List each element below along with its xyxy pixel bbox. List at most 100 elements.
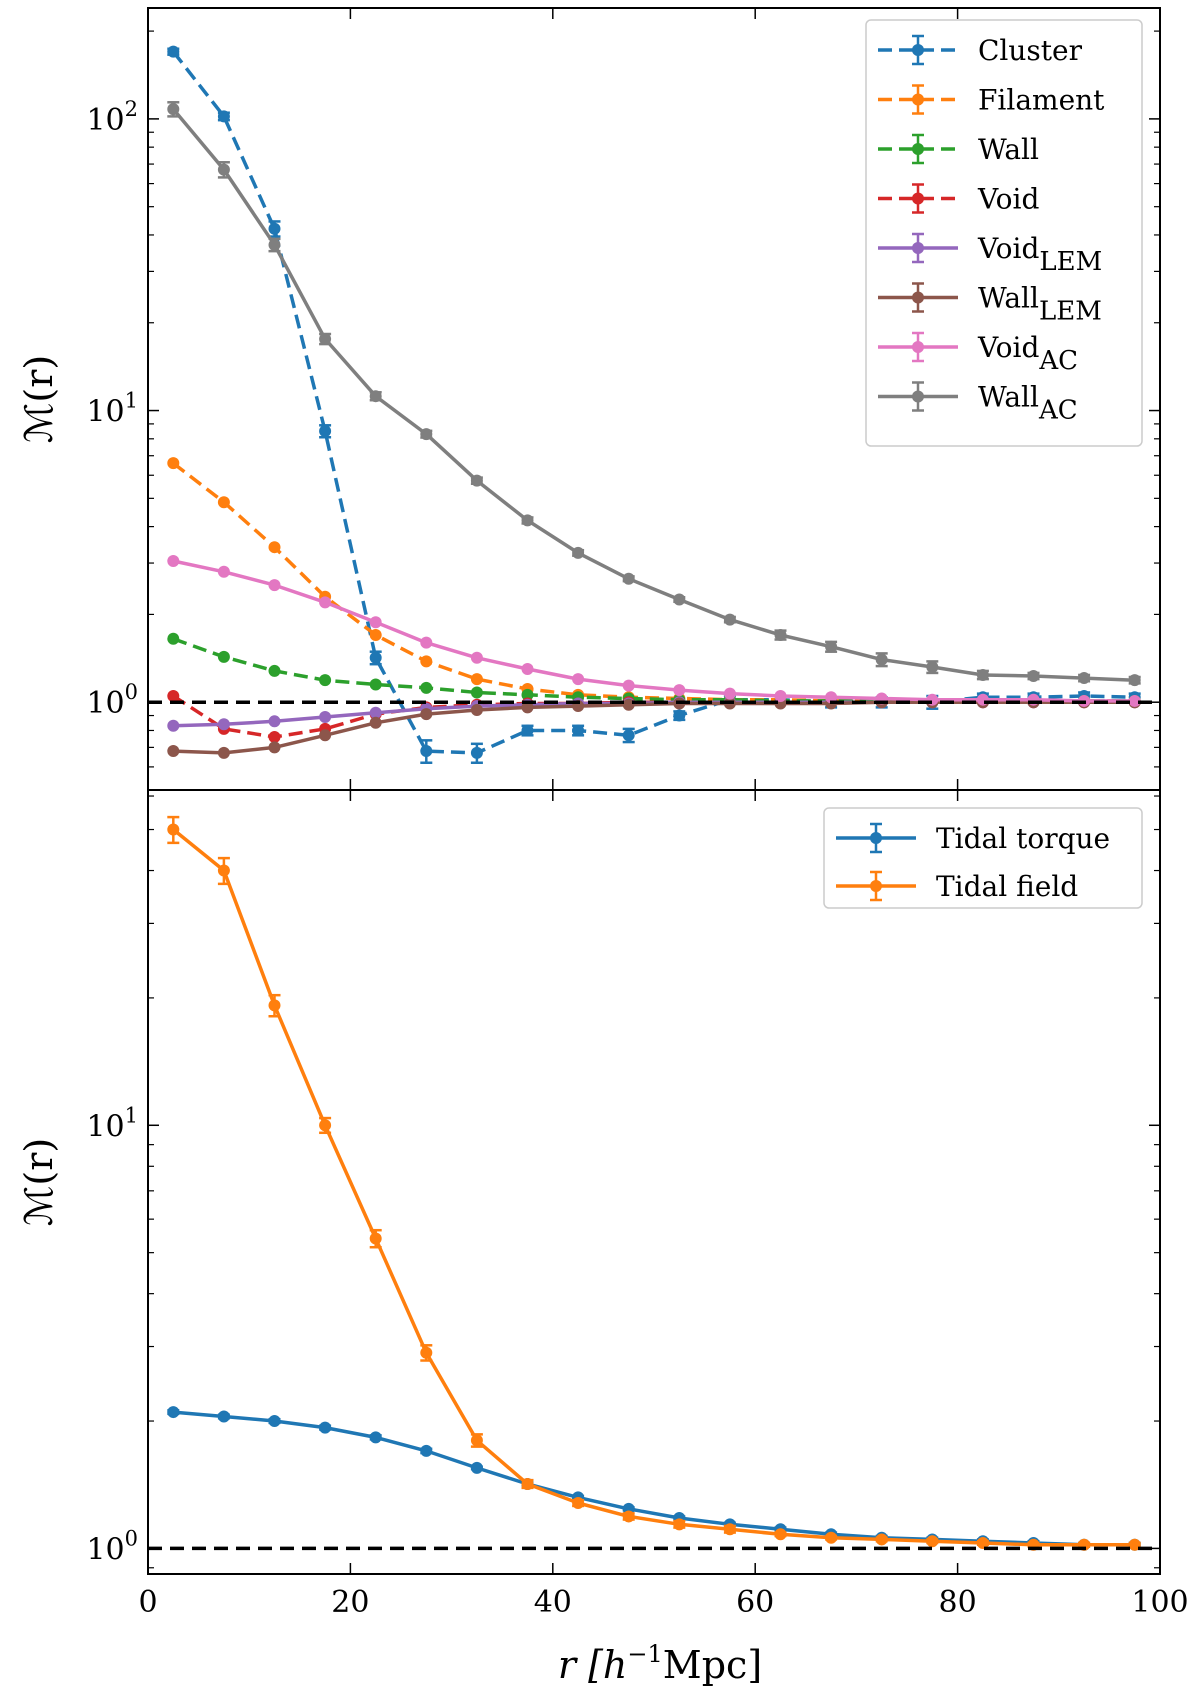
- legend-marker: [912, 291, 924, 304]
- data-point: [420, 1346, 433, 1359]
- data-point: [369, 616, 382, 629]
- data-point: [521, 701, 534, 714]
- legend-marker: [912, 143, 924, 155]
- y-axis: 100 101: [86, 1103, 1160, 1567]
- legend: Tidal torque Tidal field: [823, 807, 1143, 909]
- data-point: [268, 741, 281, 754]
- legend-label-name: Filament: [978, 84, 1105, 117]
- legend-label-name: Void: [977, 232, 1039, 265]
- data-point: [420, 655, 433, 668]
- data-point: [319, 674, 332, 687]
- legend-label: Wall: [978, 133, 1039, 166]
- series-line: [172, 637, 1135, 703]
- y-tick-label: 101: [86, 389, 138, 430]
- series-line: [172, 828, 1135, 1547]
- x-axis-title: r [h−1Mpc]: [558, 1640, 762, 1687]
- data-point: [167, 554, 180, 567]
- data-point: [470, 673, 483, 686]
- data-point: [268, 1415, 281, 1428]
- series-wall-ac: [167, 101, 1141, 687]
- y-tick-label-base: 10: [86, 395, 124, 430]
- legend-label: Void: [977, 183, 1039, 216]
- x-tick-label: 20: [331, 1585, 369, 1620]
- legend-label: VoidLEM: [977, 232, 1102, 277]
- legend-label-name: Cluster: [978, 34, 1083, 67]
- data-point: [470, 746, 483, 759]
- data-point: [521, 1477, 534, 1490]
- data-point: [369, 651, 382, 664]
- series-tidal-torque: [167, 1406, 1141, 1551]
- data-point: [521, 662, 534, 675]
- x-tick-label: 0: [138, 1585, 157, 1620]
- legend-item: Cluster: [878, 34, 1083, 67]
- x-axis: 0 20 40 60 80 100: [138, 1585, 1188, 1620]
- data-point: [723, 1523, 736, 1536]
- data-point: [319, 1421, 332, 1434]
- legend-label-subscript: LEM: [1039, 247, 1102, 277]
- legend-label: Tidal field: [936, 870, 1078, 903]
- data-point: [825, 691, 838, 704]
- legend-item: Tidal field: [836, 870, 1078, 903]
- data-point: [572, 673, 585, 686]
- x-tick-label: 100: [1131, 1585, 1188, 1620]
- series-line: [172, 461, 1135, 703]
- data-point: [420, 708, 433, 721]
- legend-item: WallAC: [878, 381, 1078, 426]
- y-tick-label: 101: [86, 1103, 138, 1144]
- x-tick-label: 80: [939, 1585, 977, 1620]
- x-axis-title-main: r [h: [558, 1643, 628, 1687]
- data-point: [268, 999, 281, 1012]
- legend: ClusterFilamentWallVoidVoidLEMWallLEMVoi…: [865, 19, 1143, 447]
- series-line: [173, 700, 1135, 755]
- legend-label-name: Wall: [978, 133, 1039, 166]
- data-point: [976, 668, 989, 681]
- data-point: [167, 690, 180, 703]
- data-point: [167, 45, 180, 58]
- legend-label-name: Tidal field: [936, 870, 1078, 903]
- x-axis-title-sup: −1: [627, 1640, 662, 1668]
- legend-label: VoidAC: [977, 331, 1078, 376]
- data-point: [875, 1533, 888, 1546]
- x-axis-title-tail: Mpc]: [663, 1643, 762, 1687]
- legend-label-name: Void: [977, 331, 1039, 364]
- data-point: [319, 1119, 332, 1132]
- data-point: [319, 425, 332, 438]
- legend-label-name: Tidal torque: [936, 822, 1110, 855]
- series-line: [172, 559, 1135, 703]
- data-point: [369, 716, 382, 729]
- y-tick-label: 100: [86, 1526, 138, 1567]
- data-point: [470, 704, 483, 717]
- y-tick-label: 102: [86, 97, 138, 138]
- data-point: [217, 746, 230, 759]
- data-point: [774, 1528, 787, 1541]
- y-minor-ticks: [148, 795, 1160, 1569]
- legend-label: Tidal torque: [936, 822, 1110, 855]
- legend-marker: [912, 341, 924, 353]
- data-point: [319, 729, 332, 742]
- data-point: [369, 390, 382, 403]
- legend-label: WallLEM: [978, 282, 1102, 327]
- top-panel: 100101102ℳ(r)ClusterFilamentWallVoidVoid…: [17, 7, 1161, 791]
- data-point: [673, 1518, 686, 1531]
- data-point: [470, 1434, 483, 1447]
- legend-marker: [870, 832, 882, 844]
- data-point: [217, 110, 230, 123]
- data-point: [217, 1410, 230, 1423]
- legend-item: VoidAC: [878, 331, 1078, 376]
- legend-marker: [912, 390, 924, 403]
- data-point: [268, 715, 281, 728]
- data-point: [572, 546, 585, 559]
- data-point: [167, 1406, 180, 1419]
- data-point: [470, 474, 483, 487]
- plot-area: [167, 815, 1141, 1551]
- legend-label-subscript: AC: [1038, 396, 1078, 426]
- data-point: [825, 640, 838, 653]
- series-tidal-field: [167, 815, 1141, 1551]
- legend-box: [865, 19, 1143, 447]
- y-axis-title: ℳ(r): [17, 355, 61, 443]
- x-tick-label: 60: [736, 1585, 774, 1620]
- data-point: [268, 730, 281, 743]
- data-point: [470, 1461, 483, 1474]
- legend-label-name: Wall: [978, 381, 1039, 414]
